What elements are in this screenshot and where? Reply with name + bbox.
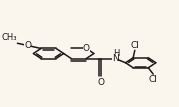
- Text: H: H: [113, 49, 119, 58]
- Text: Cl: Cl: [130, 41, 139, 50]
- Text: O: O: [83, 44, 90, 53]
- Text: O: O: [98, 78, 105, 87]
- Text: CH₃: CH₃: [1, 33, 17, 42]
- Text: Cl: Cl: [149, 75, 158, 84]
- Text: O: O: [24, 41, 31, 50]
- Text: N: N: [112, 54, 118, 63]
